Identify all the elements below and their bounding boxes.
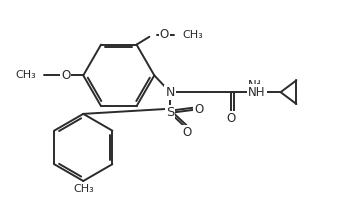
Text: O: O [160, 28, 169, 41]
Text: NH: NH [248, 86, 266, 99]
Text: H: H [253, 80, 261, 90]
Text: CH₃: CH₃ [73, 184, 94, 194]
Text: O: O [61, 69, 70, 82]
Text: N: N [248, 79, 256, 92]
Text: O: O [227, 112, 236, 125]
Text: N: N [165, 86, 175, 99]
Text: CH₃: CH₃ [15, 70, 36, 80]
Text: CH₃: CH₃ [182, 30, 203, 40]
Text: O: O [194, 104, 203, 116]
Text: O: O [182, 126, 191, 139]
Text: S: S [166, 106, 174, 119]
